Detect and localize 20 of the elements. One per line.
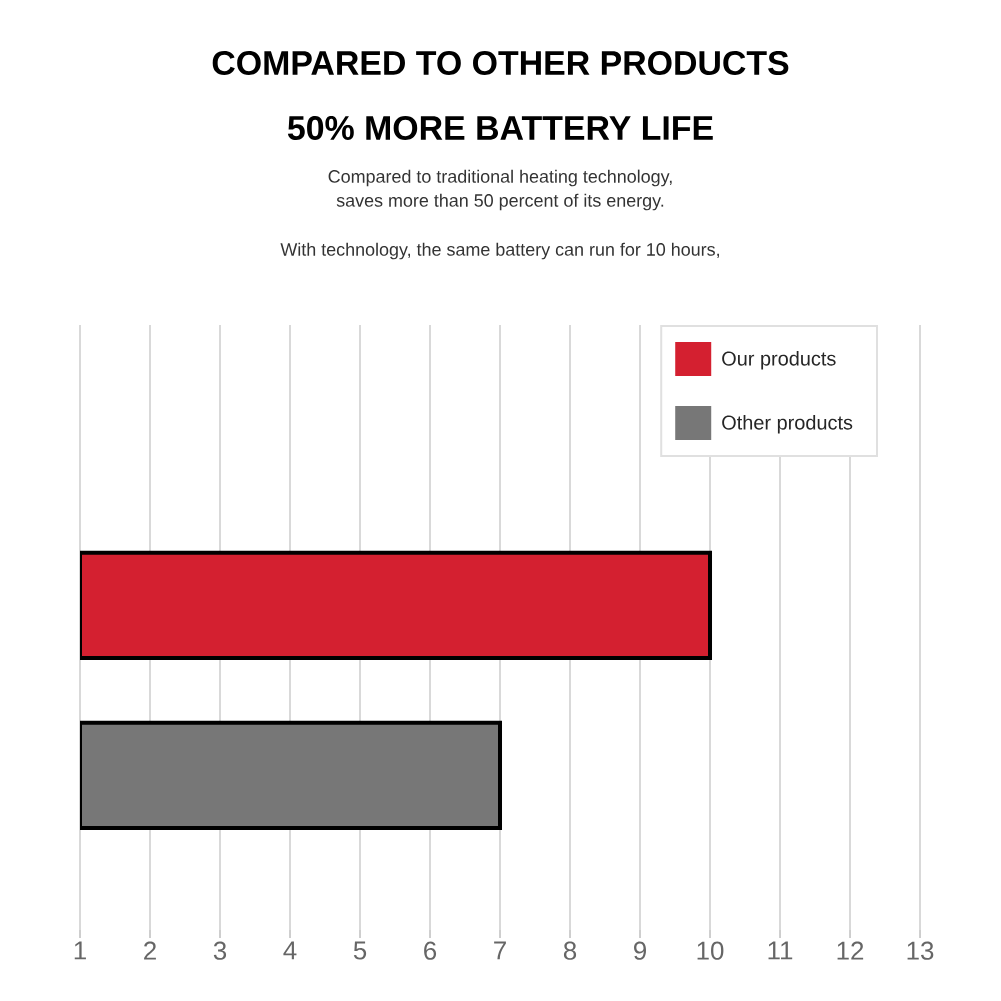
chart-title: COMPARED TO OTHER PRODUCTS [212, 50, 789, 75]
text: Compared to traditional heating technology, [328, 169, 672, 187]
text: saves more than 50 percent of its energy. [336, 193, 664, 211]
x-tick-label: 6 [424, 941, 437, 960]
legend-label: Other products [722, 415, 853, 434]
x-tick-label: 9 [634, 941, 646, 960]
x-tick-label: 3 [213, 941, 227, 960]
x-tick-label: 4 [283, 941, 297, 960]
x-tick-label: 7 [494, 941, 506, 960]
x-tick-label: 5 [353, 941, 367, 960]
x-tick-label: 8 [563, 941, 577, 960]
x-tick-label: 11 [768, 941, 793, 960]
x-tick-label: 12 [837, 941, 864, 960]
x-tick-label: 2 [144, 941, 156, 960]
x-tick-label: 13 [907, 941, 934, 960]
legend-label: Our products [722, 351, 836, 370]
x-tick-label: 1 [74, 941, 86, 960]
chart-subtitle: 50% MORE BATTERY LIFE [287, 115, 713, 140]
text: With technology, the same battery can run for 10 hours, [280, 242, 719, 260]
x-tick-label: 10 [697, 941, 724, 960]
